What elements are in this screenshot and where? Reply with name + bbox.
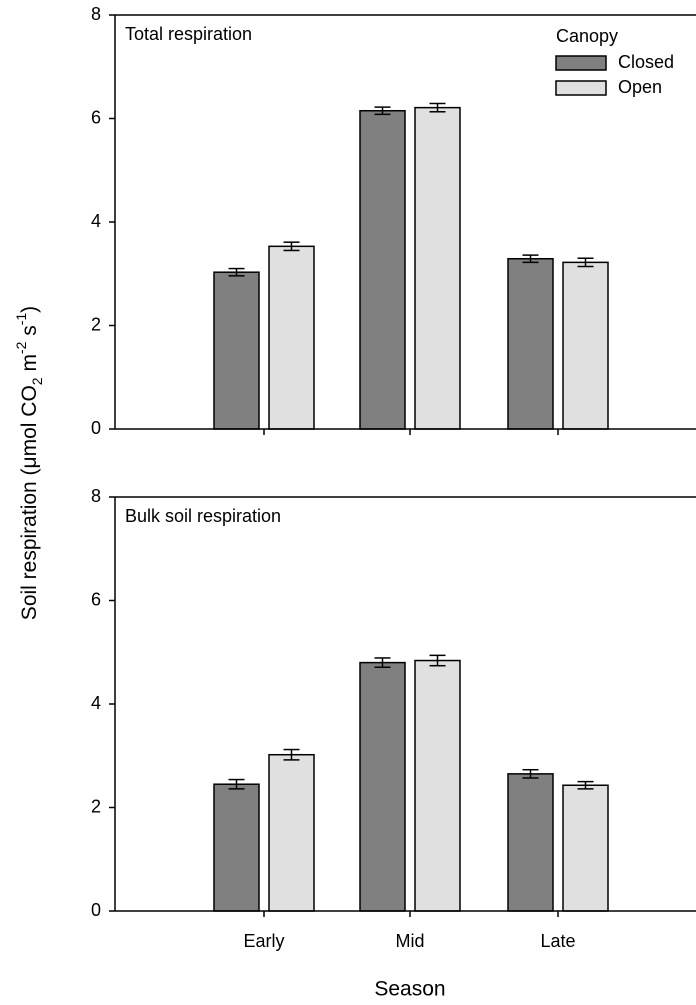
bar <box>507 773 554 912</box>
y-axis-label-part: -2 <box>13 341 29 354</box>
y-tick-label: 8 <box>91 4 101 24</box>
legend-swatch <box>555 80 607 96</box>
y-axis-label-part: m <box>18 354 41 377</box>
y-tick-label: 0 <box>91 900 101 920</box>
x-tick-label: Early <box>243 931 284 951</box>
legend-label: Open <box>618 77 662 97</box>
bar <box>414 659 461 912</box>
y-tick-label: 0 <box>91 418 101 438</box>
bar <box>562 261 609 430</box>
bar <box>213 783 260 912</box>
x-axis-label: Season <box>374 978 445 1001</box>
bar <box>213 271 260 430</box>
bar <box>268 245 315 430</box>
y-tick-label: 8 <box>91 486 101 506</box>
y-tick-label: 6 <box>91 107 101 127</box>
y-axis-label-part: ) <box>18 306 41 313</box>
x-tick-label: Mid <box>395 931 424 951</box>
y-tick-label: 4 <box>91 211 101 231</box>
x-tick-label: Late <box>540 931 575 951</box>
panel-title: Total respiration <box>125 24 252 44</box>
bar <box>562 784 609 912</box>
legend-label: Closed <box>618 52 674 72</box>
y-tick-label: 2 <box>91 314 101 334</box>
y-axis-label-part: Soil respiration (μmol CO <box>18 385 41 620</box>
panel-title: Bulk soil respiration <box>125 506 281 526</box>
y-tick-label: 2 <box>91 796 101 816</box>
bar <box>359 661 406 912</box>
y-axis-label-part: s <box>18 325 41 341</box>
bar <box>268 753 315 912</box>
bar <box>507 257 554 430</box>
y-tick-label: 4 <box>91 693 101 713</box>
legend-swatch <box>555 55 607 71</box>
bar <box>414 106 461 430</box>
y-axis-label: Soil respiration (μmol CO2 m-2 s-1) <box>13 306 45 620</box>
y-axis-label-part: -1 <box>13 313 29 326</box>
y-axis-label-part: 2 <box>29 377 45 385</box>
legend-title: Canopy <box>556 26 618 46</box>
y-tick-label: 6 <box>91 589 101 609</box>
bar <box>359 109 406 430</box>
